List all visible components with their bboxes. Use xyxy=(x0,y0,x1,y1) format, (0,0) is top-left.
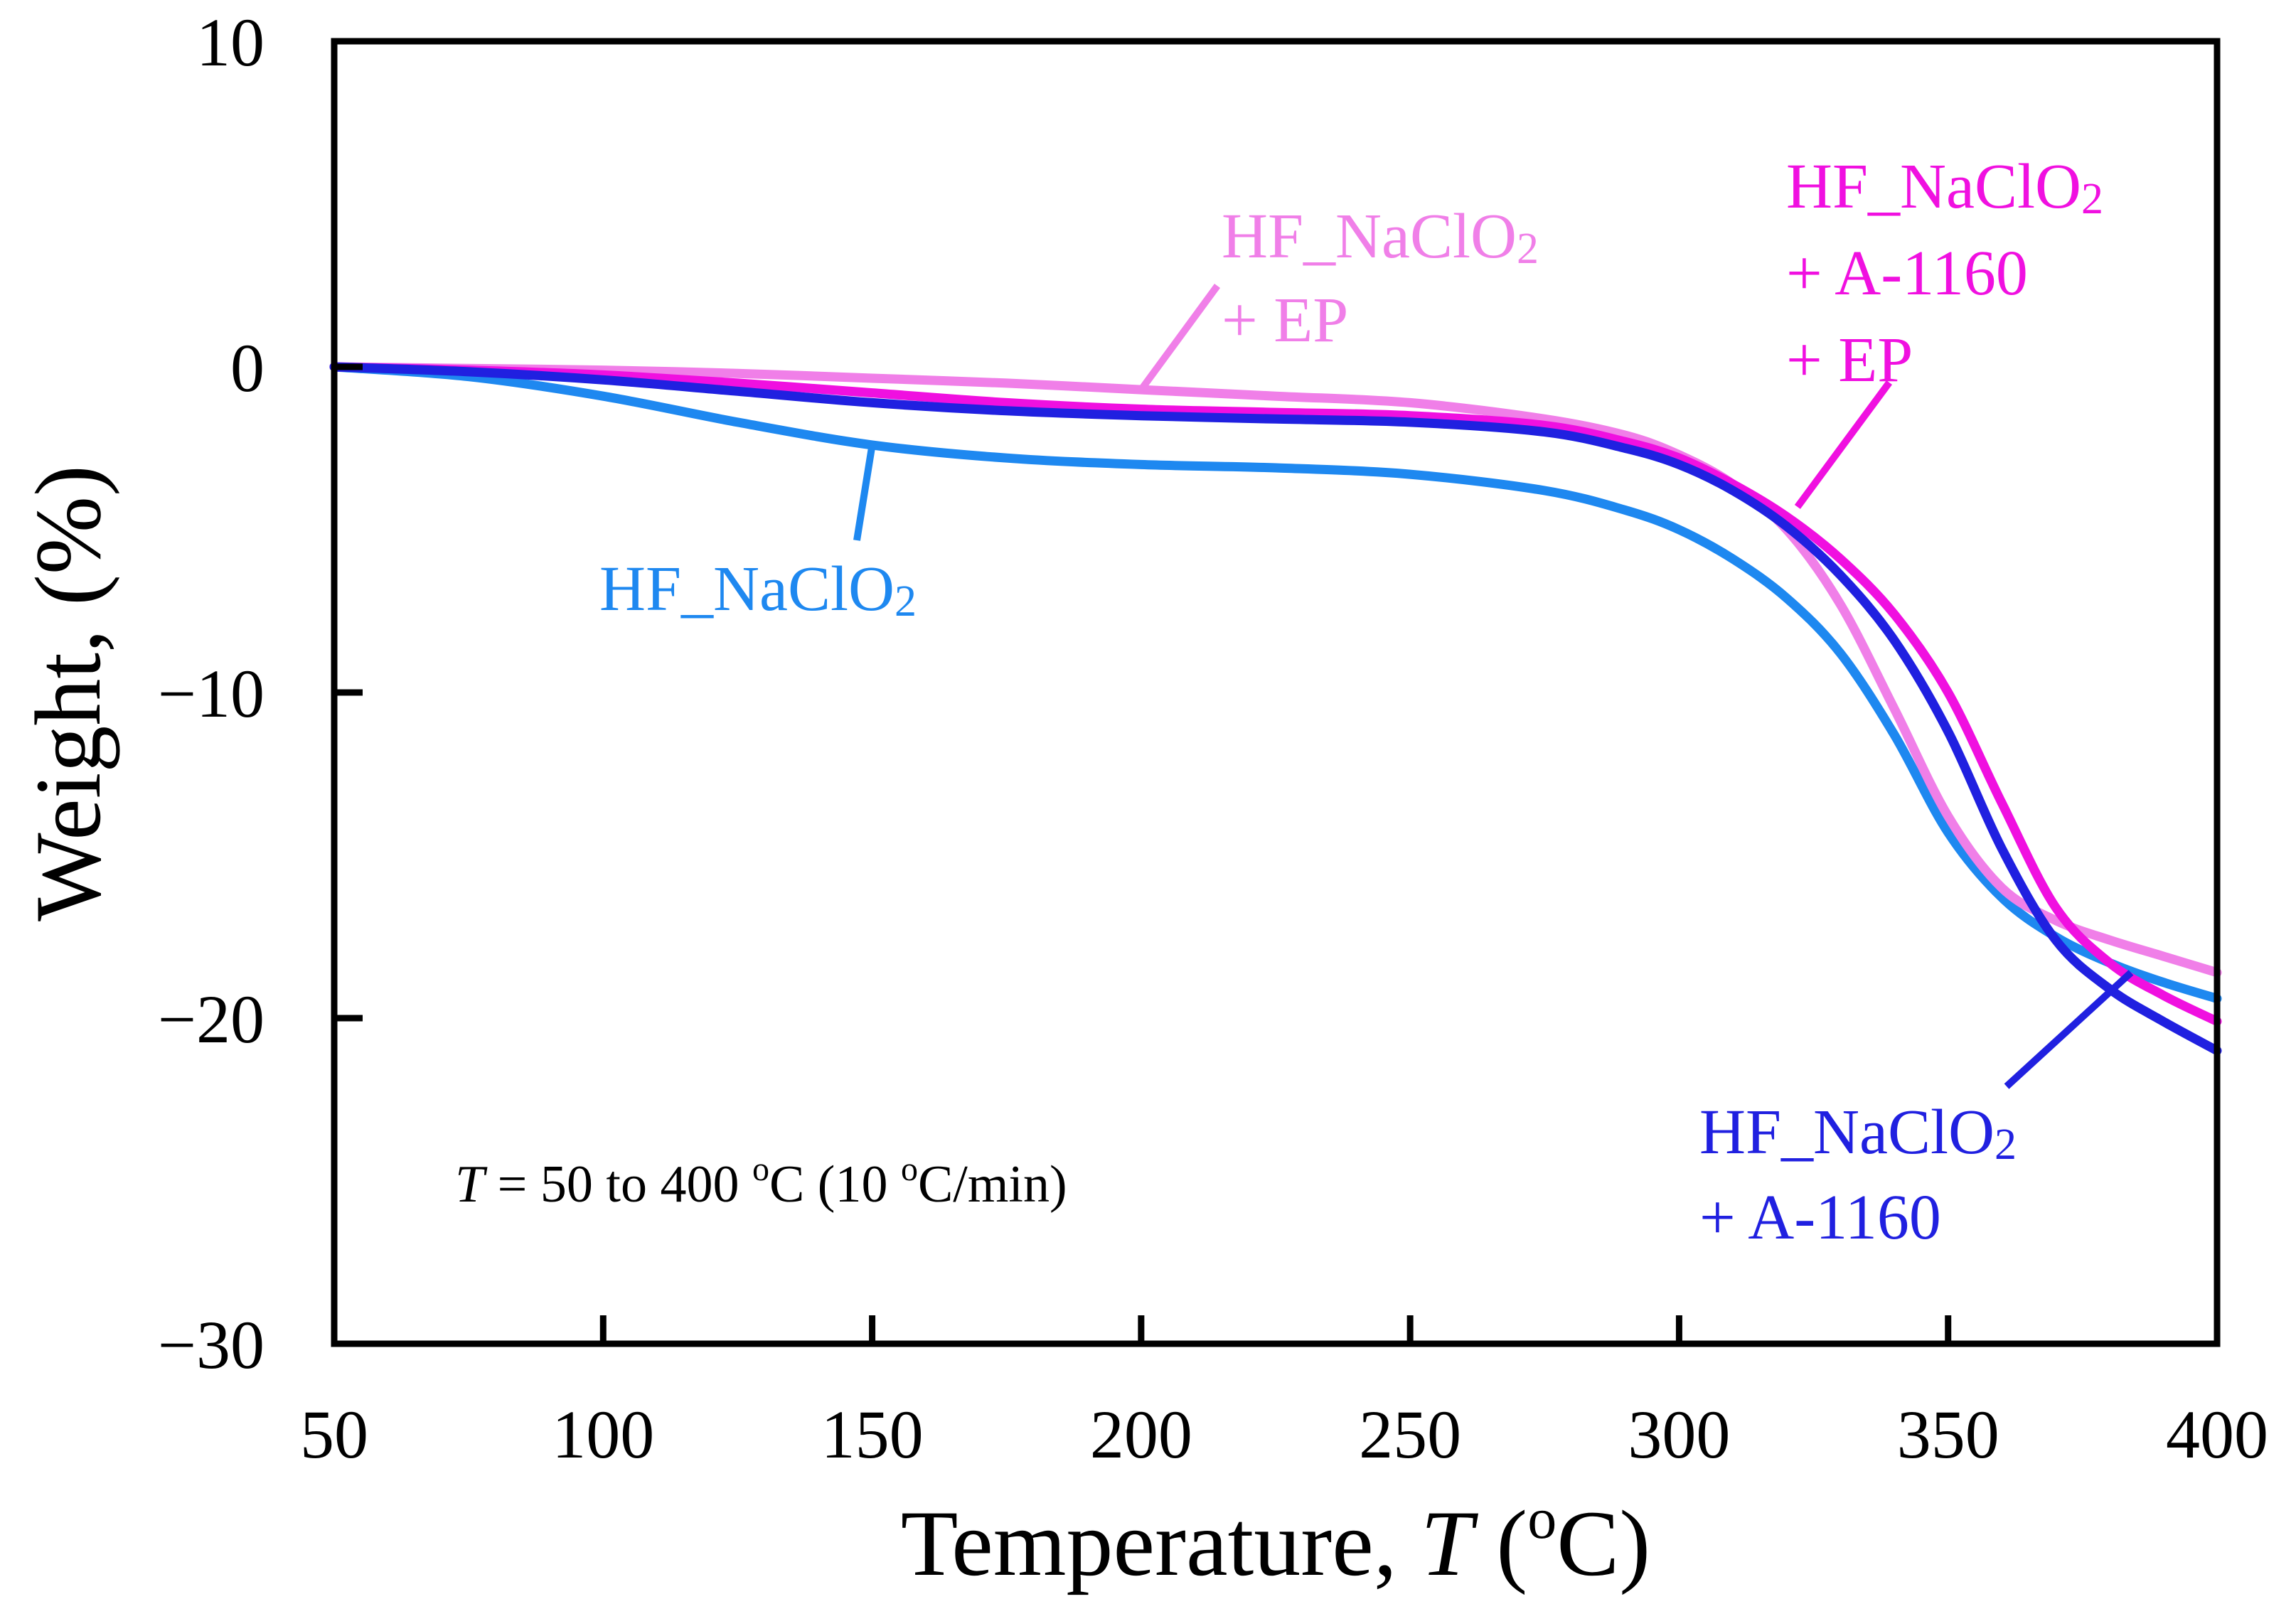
series-label-text: HF_NaClO xyxy=(599,554,895,624)
x-tick-label: 300 xyxy=(1628,1396,1730,1472)
series-label-line: HF_NaClO2 xyxy=(1222,201,1539,273)
annotation-sup: o xyxy=(901,1150,918,1188)
annotation-text: C/min) xyxy=(918,1155,1067,1214)
x-axis-title-unit: ( xyxy=(1473,1491,1527,1595)
x-tick-label: 200 xyxy=(1090,1396,1192,1472)
annotation-text: = 50 to 400 xyxy=(484,1155,752,1214)
x-tick-label: 350 xyxy=(1897,1396,1999,1472)
series-line-hf-naclo2 xyxy=(334,367,2217,999)
series-label-line: + EP xyxy=(1786,325,1913,395)
series-label-text: HF_NaClO xyxy=(1699,1097,1995,1167)
y-tick-label: 0 xyxy=(230,330,265,406)
leader-hf-naclo2 xyxy=(857,445,872,540)
x-axis-title-sup: o xyxy=(1527,1486,1557,1551)
label-hf-naclo2-a1160: HF_NaClO2 + A-1160 xyxy=(1699,1097,2017,1253)
y-tick-label: −20 xyxy=(158,981,265,1057)
series-label-subscript: 2 xyxy=(2081,175,2103,223)
x-tick-label: 50 xyxy=(300,1396,368,1472)
annotation-text: C (10 xyxy=(769,1155,901,1214)
leader-hf-naclo2-a1160 xyxy=(2007,973,2131,1086)
annotation-var: T xyxy=(455,1155,488,1214)
series-label-text: HF_NaClO xyxy=(1222,201,1517,272)
series-label-line: HF_NaClO2 xyxy=(1699,1097,2017,1169)
series-label-subscript: 2 xyxy=(1517,225,1539,273)
series-label-text: HF_NaClO xyxy=(1786,151,2081,222)
annotation-sup: o xyxy=(752,1150,769,1188)
x-tick-label: 250 xyxy=(1359,1396,1461,1472)
y-tick-label: −30 xyxy=(158,1307,265,1383)
label-hf-naclo2: HF_NaClO2 xyxy=(599,554,917,626)
x-axis-title: Temperature, T (oC) xyxy=(901,1486,1650,1595)
leader-hf-naclo2-ep xyxy=(1141,286,1217,390)
series-label-subscript: 2 xyxy=(1995,1121,2017,1169)
series-label-line: HF_NaClO2 xyxy=(1786,151,2103,223)
tga-chart: 50 100 150 200 250 300 350 400100−10−20−30Tempe… xyxy=(0,0,2296,1599)
x-axis-title-var: T xyxy=(1421,1491,1479,1595)
conditions-annotation: T = 50 to 400 oC (10 oC/min) xyxy=(455,1150,1067,1214)
data-lines xyxy=(334,367,2217,1051)
series-label-subscript: 2 xyxy=(895,577,917,626)
series-label-line: + A-1160 xyxy=(1699,1182,1941,1253)
x-tick-label: 150 xyxy=(821,1396,924,1472)
series-label-line: + EP xyxy=(1222,285,1348,355)
y-tick-label: −10 xyxy=(158,656,265,732)
label-hf-naclo2-ep: HF_NaClO2 + EP xyxy=(1222,201,1539,355)
x-axis-title-unit-end: C) xyxy=(1557,1491,1650,1595)
x-axis-title-text: Temperature, xyxy=(901,1491,1421,1595)
y-tick-label: 10 xyxy=(196,4,265,80)
x-tick-label: 400 xyxy=(2166,1396,2268,1472)
y-axis-title: Weight, (%) xyxy=(16,465,120,921)
series-label-line: HF_NaClO2 xyxy=(599,554,917,626)
label-hf-naclo2-a1160-ep: HF_NaClO2 + A-1160 + EP xyxy=(1786,151,2103,395)
series-label-line: + A-1160 xyxy=(1786,238,2028,309)
leader-hf-naclo2-a1160-ep xyxy=(1798,383,1889,507)
x-tick-label: 100 xyxy=(552,1396,654,1472)
